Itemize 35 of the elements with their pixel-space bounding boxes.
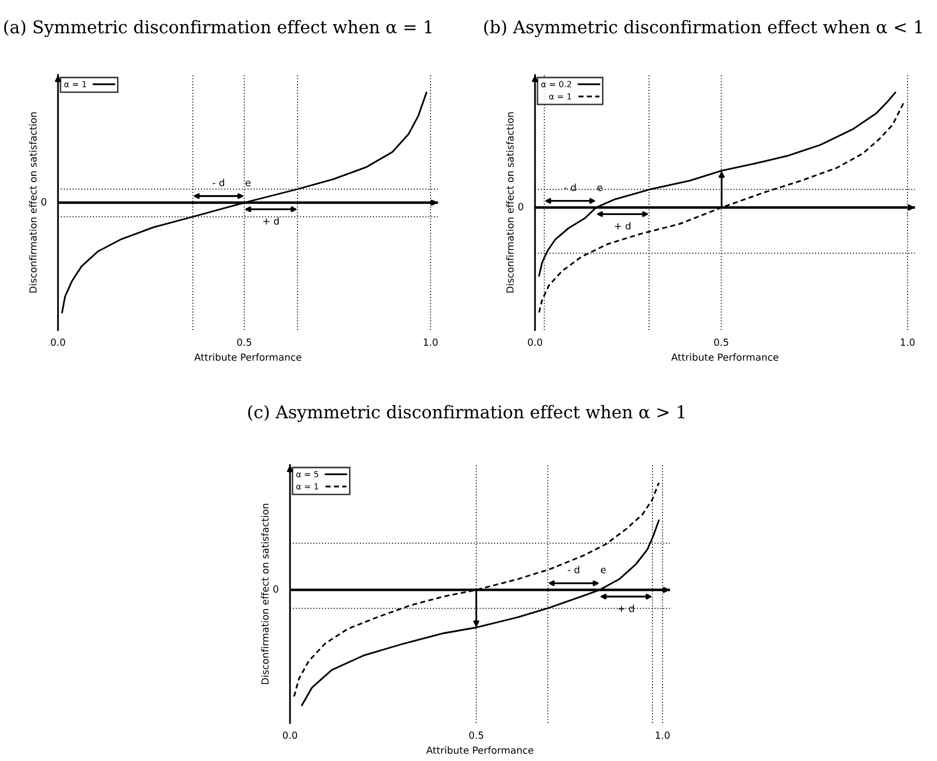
annotation: - d <box>212 178 224 186</box>
y-axis-title: Disconfirmation effect on satisfaction <box>261 504 269 684</box>
legend-label: α = 1 <box>64 81 86 88</box>
text: 0 <box>518 202 524 210</box>
annotation: e <box>600 568 606 574</box>
chart-title: (a) Symmetric disconfirmation effect when α = 1 <box>4 20 432 38</box>
x-tick-label: 0.5 <box>237 338 252 346</box>
annotation: + d <box>614 222 630 230</box>
text: 0 <box>273 585 278 593</box>
annotation: + d <box>263 217 279 225</box>
legend-label: α = 1 <box>549 93 572 100</box>
chart-title: (c) Asymmetric disconfirmation effect when α > 1 <box>248 405 684 422</box>
legend-label: α = 1 <box>296 483 318 490</box>
x-tick-label: 0.5 <box>714 338 728 346</box>
x-tick-label: 0.0 <box>50 338 66 346</box>
annotation: e <box>246 180 250 186</box>
x-tick-label: 1.0 <box>424 338 438 346</box>
annotation: + d <box>618 604 634 612</box>
y-axis-title: Disconfirmation effect on satisfaction <box>506 112 514 293</box>
annotation: e <box>597 186 602 192</box>
annotation: - d <box>568 566 580 574</box>
x-axis-title: Attribute Performance <box>426 746 534 754</box>
x-axis-title: Attribute Performance <box>194 353 302 361</box>
text: 0 <box>41 198 46 206</box>
chart-title: (b) Asymmetric disconfirmation effect when α < 1 <box>484 20 922 38</box>
x-tick-label: 1.0 <box>900 338 915 346</box>
x-tick-label: 0.0 <box>528 338 542 346</box>
x-axis-title: Attribute Performance <box>671 353 778 361</box>
x-tick-label: 0.5 <box>469 732 484 739</box>
legend-label: α = 5 <box>296 471 318 478</box>
x-tick-label: 0.0 <box>282 732 298 739</box>
annotation: - d <box>564 184 576 192</box>
legend-label: α = 0.2 <box>541 80 572 88</box>
x-tick-label: 1.0 <box>656 732 670 739</box>
y-axis-title: Disconfirmation effect on satisfaction <box>29 112 37 293</box>
